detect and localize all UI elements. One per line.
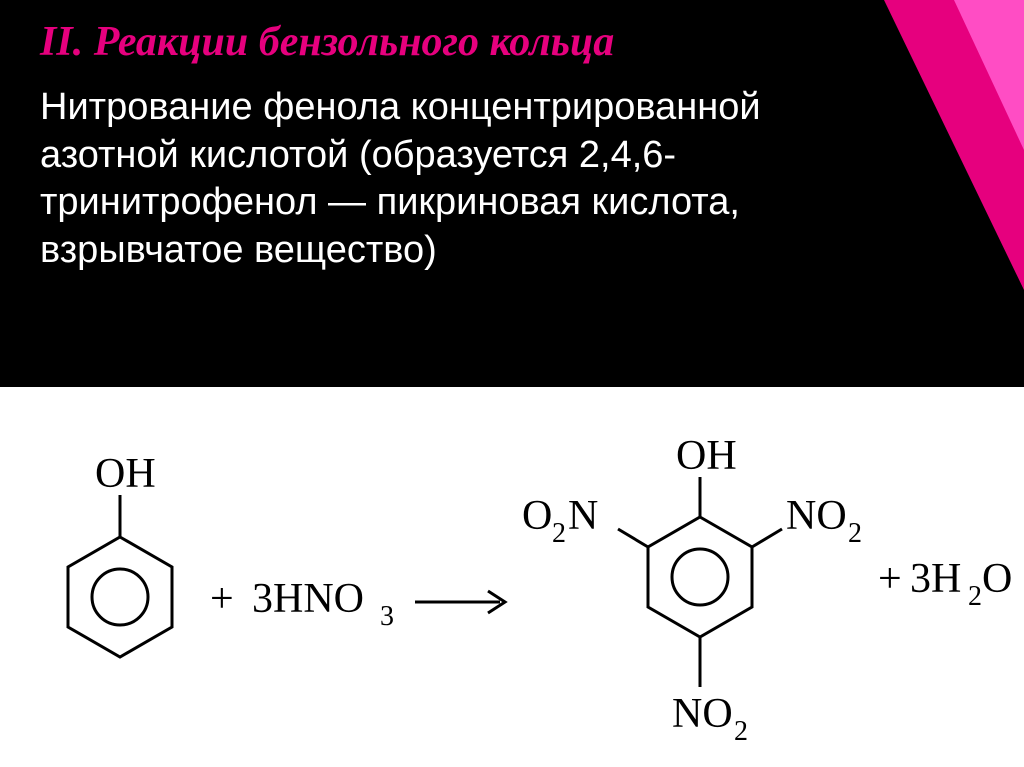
accent-corner-shape [884,0,1024,290]
reagent-sub: 3 [380,601,394,632]
product-trinitrophenol: OH O 2 N NO 2 NO 2 [522,433,862,747]
svg-text:OH: OH [676,433,737,479]
reaction-diagram: OH + 3HNO 3 OH O [0,387,1024,767]
oh-label: OH [95,451,156,497]
svg-text:2: 2 [734,716,748,747]
byproduct-text: 3H [910,556,961,602]
svg-text:NO: NO [672,691,733,737]
reagent-text: 3HNO [252,576,364,622]
slide-title: II. Реакции бензольного кольца [0,0,1024,76]
svg-text:NO: NO [786,493,847,539]
svg-text:2: 2 [552,518,566,549]
slide-body-text: Нитрование фенола концентрированной азот… [0,76,1024,284]
plus-symbol-2: + [878,556,902,602]
reactant-phenol: OH [68,451,172,657]
svg-text:2: 2 [848,518,862,549]
svg-text:2: 2 [968,581,982,612]
svg-text:O: O [982,556,1012,602]
svg-text:N: N [568,493,598,539]
svg-text:O: O [522,493,552,539]
plus-symbol: + [210,576,234,622]
reaction-arrow [415,591,505,613]
